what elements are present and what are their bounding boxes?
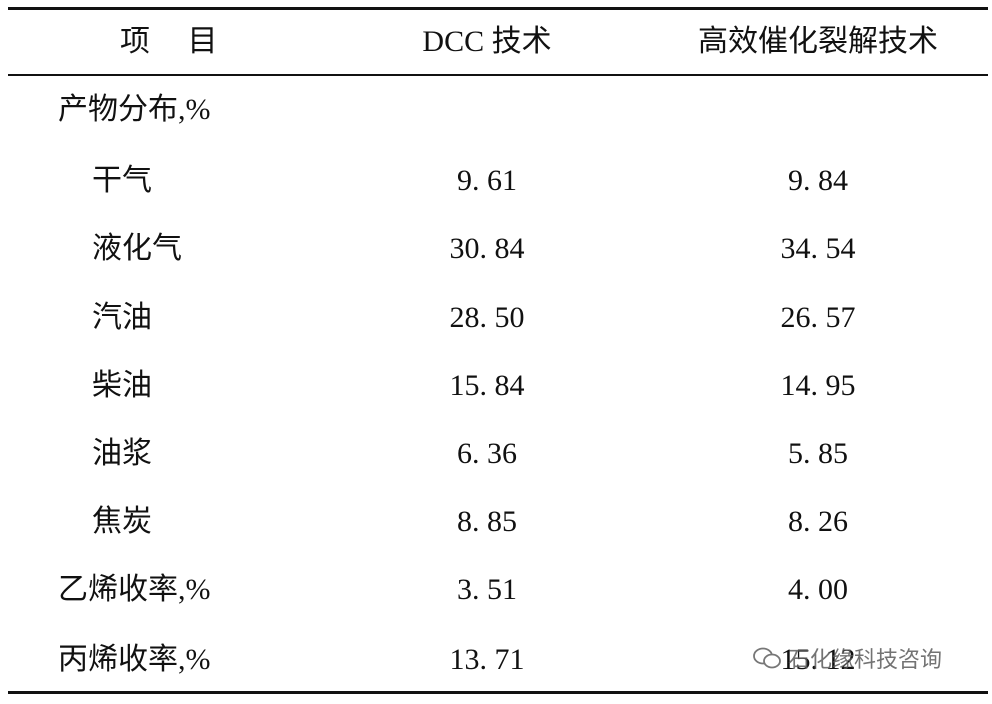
cell-value: 8. 85 xyxy=(457,505,517,538)
cell-value: 34. 54 xyxy=(780,232,856,265)
row-label: 产物分布,% xyxy=(58,93,211,126)
row-label: 汽油 xyxy=(92,301,152,334)
cell-value: 6. 36 xyxy=(457,437,517,470)
row-label: 焦炭 xyxy=(92,505,152,538)
cell-value: 9. 84 xyxy=(788,164,848,197)
cell-value: 9. 61 xyxy=(457,164,517,197)
cell-value: 26. 57 xyxy=(780,301,856,334)
top-rule xyxy=(8,7,988,10)
cell-value: 5. 85 xyxy=(788,437,848,470)
row-label: 丙烯收率,% xyxy=(58,643,211,676)
cell-value: 4. 00 xyxy=(788,573,848,606)
cell-value: 8. 26 xyxy=(788,505,848,538)
header-cell: 高效催化裂解技术 xyxy=(698,25,938,58)
row-label: 乙烯收率,% xyxy=(58,573,211,606)
cell-value: 14. 95 xyxy=(780,369,856,402)
header-cell: 项 目 xyxy=(120,25,218,58)
watermark-text: 石化缘科技咨询 xyxy=(788,648,943,673)
cell-value: 15. 84 xyxy=(449,369,525,402)
bottom-rule xyxy=(8,691,988,694)
row-label: 油浆 xyxy=(92,437,152,470)
header-rule xyxy=(8,74,988,76)
row-label: 干气 xyxy=(92,164,152,197)
cell-value: 13. 71 xyxy=(449,643,525,676)
watermark: 石化缘科技咨询 xyxy=(752,642,942,674)
header-cell: DCC 技术 xyxy=(422,25,552,58)
cell-value: 30. 84 xyxy=(449,232,525,265)
wechat-icon xyxy=(753,647,781,669)
row-label: 液化气 xyxy=(92,232,182,265)
row-label: 柴油 xyxy=(92,369,152,402)
cell-value: 28. 50 xyxy=(449,301,525,334)
cell-value: 3. 51 xyxy=(457,573,517,606)
cell-value: 15. 12 xyxy=(780,643,856,676)
